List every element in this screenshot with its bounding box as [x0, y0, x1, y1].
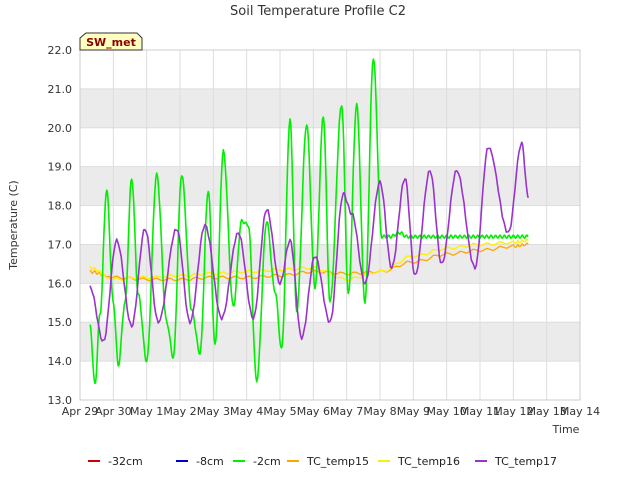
- legend-label: -32cm: [108, 455, 143, 468]
- y-axis-label: Temperature (C): [7, 180, 20, 270]
- x-tick-label: May 11: [460, 405, 500, 418]
- series-line-tc-temp17: [89, 141, 530, 342]
- y-tick-label: 19.0: [48, 161, 73, 174]
- series-layer: [89, 58, 530, 385]
- x-axis-label: Time: [552, 423, 580, 436]
- x-tick-label: May 9: [397, 405, 430, 418]
- plot-band: [80, 244, 580, 284]
- series-line-2cm: [89, 58, 529, 385]
- y-tick-label: 16.0: [48, 277, 73, 290]
- x-tick-label: May 2: [163, 405, 196, 418]
- y-tick-label: 15.0: [48, 316, 73, 329]
- legend-label: TC_temp17: [494, 455, 557, 468]
- x-tick-label: May 14: [560, 405, 600, 418]
- plot-band: [80, 88, 580, 128]
- legend-label: -8cm: [196, 455, 224, 468]
- legend-label: TC_temp16: [397, 455, 460, 468]
- x-tick-label: May 10: [427, 405, 467, 418]
- y-tick-label: 13.0: [48, 394, 73, 407]
- legend-label: -2cm: [253, 455, 281, 468]
- y-tick-label: 14.0: [48, 355, 73, 368]
- y-tick-label: 20.0: [48, 122, 73, 135]
- y-axis-ticks: 13.0 14.0 15.0 16.0 17.0 18.0 19.0 20.0 21.0 22.0: [48, 44, 73, 407]
- x-tick-label: May 7: [330, 405, 363, 418]
- x-tick-label: May 1: [130, 405, 163, 418]
- plot-band: [80, 322, 580, 362]
- x-tick-label: May 5: [263, 405, 296, 418]
- y-tick-label: 18.0: [48, 200, 73, 213]
- x-tick-label: Apr 29: [62, 405, 99, 418]
- x-tick-label: Apr 30: [95, 405, 132, 418]
- x-tick-label: May 12: [493, 405, 533, 418]
- station-badge: SW_met: [79, 32, 143, 51]
- legend-label: TC_temp15: [306, 455, 369, 468]
- x-tick-label: May 6: [297, 405, 330, 418]
- x-tick-label: May 3: [197, 405, 230, 418]
- chart-title: Soil Temperature Profile C2: [230, 4, 406, 19]
- plot-bands: [80, 88, 580, 362]
- x-tick-label: May 4: [230, 405, 263, 418]
- x-tick-label: May 8: [363, 405, 396, 418]
- y-tick-label: 22.0: [48, 44, 73, 57]
- plot-band: [80, 166, 580, 206]
- x-tick-label: May 13: [527, 405, 567, 418]
- legend: -32cm -8cm -2cm TC_temp15 TC_temp16 TC_temp17: [88, 455, 557, 468]
- plot-area-border: [79, 49, 581, 401]
- y-tick-label: 17.0: [48, 238, 73, 251]
- y-tick-label: 21.0: [48, 83, 73, 96]
- station-badge-label: SW_met: [86, 36, 136, 49]
